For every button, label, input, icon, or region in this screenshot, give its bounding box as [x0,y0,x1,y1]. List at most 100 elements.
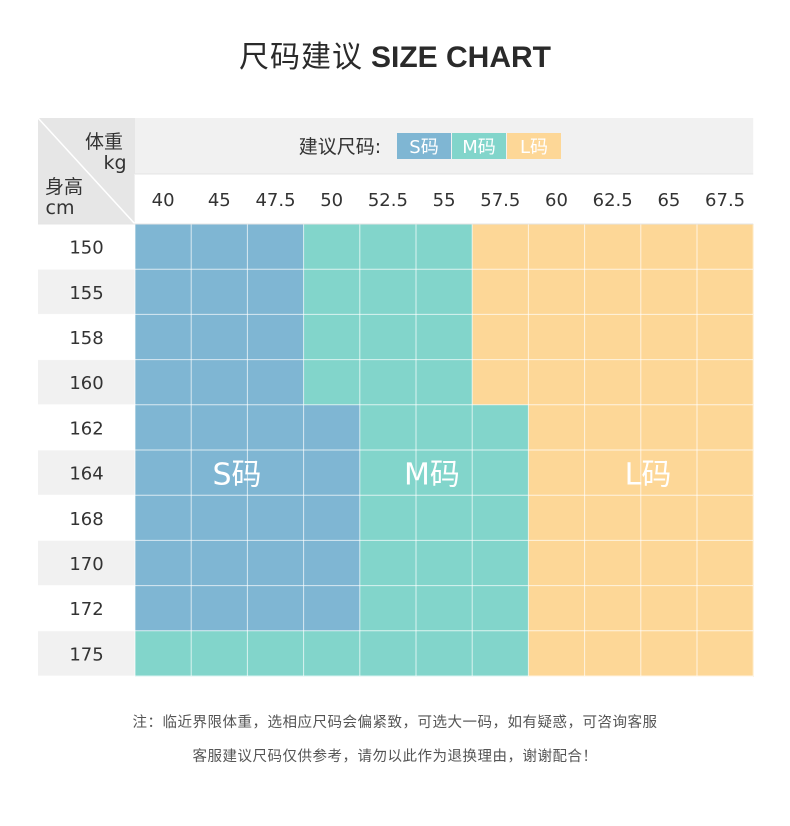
size-cell-m [303,359,361,406]
size-cell-m [472,585,529,632]
weight-tick: 62.5 [593,190,633,211]
weight-tick: 52.5 [368,190,408,211]
size-cell-m [303,314,361,361]
size-cell-l [584,450,642,496]
size-cell-s [135,314,192,361]
height-cell [38,224,135,270]
size-cell-s [191,404,248,451]
title-en: SIZE CHART [371,41,551,74]
size-cell-l [697,495,754,541]
size-cell-l [697,540,754,587]
size-cell-s [303,540,361,587]
weight-tick: 55 [433,190,456,211]
size-cell-l [584,585,642,632]
size-cell-m [472,630,529,677]
size-cell-l [640,585,698,632]
size-cell-l [472,269,529,315]
size-cell-l [640,269,698,315]
size-cell-l [640,495,698,541]
size-cell-l [640,450,698,496]
height-cell [38,359,135,405]
size-cell-s [135,269,192,315]
height-tick: 172 [69,599,103,620]
size-cell-l [584,269,642,315]
note-line-2: 客服建议尺码仅供参考，请勿以此作为退换理由，谢谢配合！ [192,749,598,765]
height-cell [38,495,135,541]
size-cell-l [584,359,642,406]
size-cell-m [416,404,473,451]
size-cell-m [359,495,417,541]
title-cn: 尺码建议 [239,40,363,75]
size-cell-s [191,314,248,361]
size-cell-l [697,450,754,496]
size-cell-m [303,224,361,270]
legend-prefix: 建议尺码: [299,136,381,158]
height-tick: 168 [69,509,103,530]
size-cell-l [697,359,754,406]
size-cell-l [528,450,586,496]
size-cell-s [135,585,192,632]
height-tick: 158 [69,328,103,349]
size-cell-s [247,224,305,270]
size-cell-s [191,269,248,315]
size-cell-l [640,314,698,361]
size-cell-m [416,450,473,496]
size-cell-m [416,314,473,361]
size-cell-l [472,224,529,270]
size-cell-l [640,540,698,587]
size-cell-m [359,450,417,496]
size-cell-s [303,404,361,451]
size-cell-s [135,224,192,270]
size-cell-l [584,224,642,270]
size-cell-m [472,540,529,587]
size-cell-l [528,495,586,541]
size-cell-m [359,540,417,587]
size-cell-l [528,630,586,677]
size-cell-m [472,404,529,451]
height-tick: 170 [69,554,103,575]
height-tick: 160 [69,373,103,394]
note-line-1: 注：临近界限体重，选相应尺码会偏紧致，可选大一码，如有疑惑，可咨询客服 [132,715,658,731]
size-cell-m [416,585,473,632]
size-cell-m [359,630,417,677]
size-cell-m [359,269,417,315]
size-cell-s [247,269,305,315]
size-cell-l [697,585,754,632]
size-cell-l [528,269,586,315]
size-cell-s [135,495,192,541]
size-cell-l [528,359,586,406]
size-cell-l [640,630,698,677]
height-tick: 164 [69,464,103,485]
weight-header-row [135,174,754,224]
height-tick: 162 [69,418,103,439]
height-cell [38,269,135,315]
size-cell-l [640,404,698,451]
legend-label-l: L码 [520,137,548,158]
size-cell-s [191,540,248,587]
size-cell-s [303,450,361,496]
size-cell-l [640,359,698,406]
legend-label-s: S码 [409,137,438,158]
size-cell-l [584,404,642,451]
legend-swatch-m [452,133,506,159]
region-label-l: L码 [625,458,672,493]
size-cell-l [472,314,529,361]
height-tick: 150 [69,238,103,259]
corner-height-label: 身高 [45,176,83,198]
size-cell-l [584,630,642,677]
size-cell-s [247,540,305,587]
size-cell-m [359,585,417,632]
size-cell-s [191,585,248,632]
size-cell-m [191,630,248,677]
region-label-s: S码 [212,458,261,493]
corner-diagonal [37,117,136,225]
size-cell-s [191,495,248,541]
size-cell-m [416,224,473,270]
size-cell-m [416,495,473,541]
weight-tick: 57.5 [480,190,520,211]
size-cell-m [416,540,473,587]
size-cell-l [584,540,642,587]
size-cell-m [416,630,473,677]
size-cell-m [472,450,529,496]
